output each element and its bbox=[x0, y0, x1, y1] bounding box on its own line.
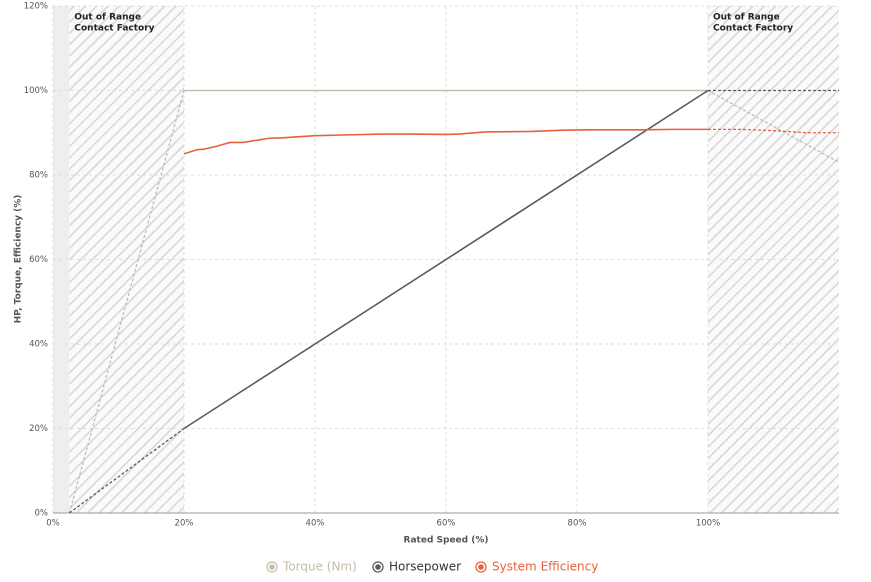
legend-marker-dot bbox=[375, 564, 381, 570]
x-tick-label: 0% bbox=[46, 519, 60, 529]
region-label: Contact Factory bbox=[713, 24, 793, 34]
legend-marker-dot bbox=[269, 564, 275, 570]
legend-marker bbox=[372, 561, 384, 573]
y-tick-label: 80% bbox=[29, 171, 48, 181]
region-label: Out of Range bbox=[74, 13, 141, 23]
x-tick-label: 100% bbox=[696, 519, 720, 529]
y-tick-label: 120% bbox=[24, 2, 48, 12]
line bbox=[708, 128, 839, 134]
legend-marker-dot bbox=[478, 564, 484, 570]
y-tick-label: 100% bbox=[24, 86, 48, 96]
y-tick-label: 20% bbox=[29, 424, 48, 434]
line bbox=[68, 90, 185, 514]
x-tick-label: 40% bbox=[306, 519, 325, 529]
legend-label: System Efficiency bbox=[492, 560, 598, 574]
line bbox=[183, 89, 709, 430]
y-tick-label: 40% bbox=[29, 340, 48, 350]
y-tick-label: 0% bbox=[35, 509, 49, 519]
line bbox=[183, 128, 708, 155]
y-tick-label: 60% bbox=[29, 255, 48, 265]
region-label: Out of Range bbox=[713, 13, 780, 23]
line bbox=[68, 427, 185, 514]
y-axis-title: HP, Torque, Efficiency (%) bbox=[14, 195, 24, 324]
legend-label: Torque (Nm) bbox=[282, 560, 357, 574]
legend-marker bbox=[266, 561, 278, 573]
x-tick-label: 60% bbox=[437, 519, 456, 529]
legend-marker bbox=[475, 561, 487, 573]
x-axis-title: Rated Speed (%) bbox=[404, 536, 489, 546]
legend-label: Horsepower bbox=[389, 560, 461, 574]
x-tick-label: 80% bbox=[568, 519, 587, 529]
region-label: Contact Factory bbox=[74, 24, 154, 34]
x-tick-label: 20% bbox=[175, 519, 194, 529]
